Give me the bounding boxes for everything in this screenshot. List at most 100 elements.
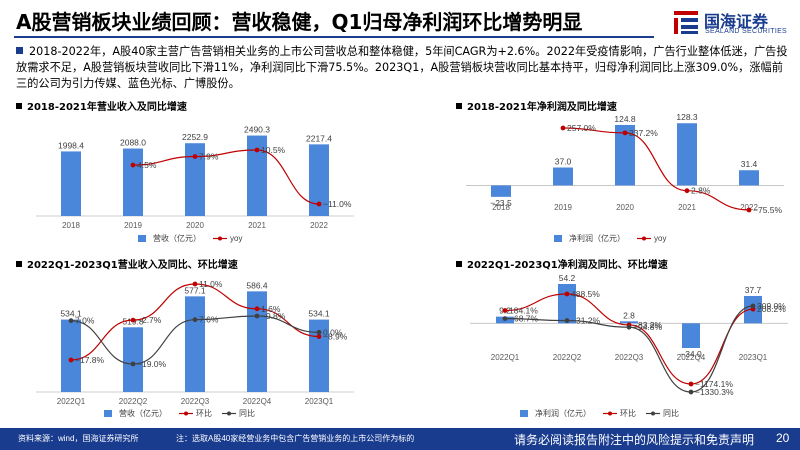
category-label: 2020 [616, 203, 634, 212]
bar-value-label: 54.2 [559, 273, 576, 283]
line-point [130, 317, 136, 323]
category-label: 2023Q1 [305, 397, 334, 406]
legend-label: 营收（亿元） [153, 233, 201, 243]
category-label: 2020 [186, 221, 204, 230]
category-label: 2021 [678, 203, 696, 212]
legend-marker [642, 236, 646, 241]
chart-canvas: −23.5 37.0 124.8 128.3 31.4 2018 2019 2020 2021 2… [466, 112, 784, 243]
category-label: 2022Q1 [57, 397, 86, 406]
category-label: 2022Q3 [181, 397, 210, 406]
category-label: 2022Q4 [243, 397, 272, 406]
line-value-label: 0.0% [323, 327, 343, 337]
line-point [192, 281, 198, 287]
title-marker [456, 103, 462, 109]
line-point [750, 303, 756, 309]
line-value-label: −83.2% [633, 320, 663, 330]
title-marker [16, 103, 22, 109]
line-point [254, 313, 260, 319]
line-point [316, 201, 322, 207]
bar-2019 [553, 167, 573, 186]
category-label: 2023Q1 [739, 353, 768, 362]
category-label: 2018 [62, 221, 80, 230]
legend-swatch [104, 410, 112, 417]
legend-label: 同比 [663, 408, 679, 418]
line-point [564, 291, 570, 297]
line-value-label: −2.7% [137, 315, 162, 325]
category-label: 2022Q4 [677, 353, 706, 362]
line-value-label: −68.7% [509, 314, 539, 324]
line-value-label: 11.0% [199, 279, 223, 289]
line-同比 [504, 305, 754, 393]
line-value-label: 7.6% [199, 315, 219, 325]
bar-2018 [491, 185, 511, 197]
bar-value-label: 534.1 [60, 309, 82, 319]
line-point [502, 308, 508, 313]
summary-text: 2018-2022年，A股40家主营广告营销相关业务的上市公司营收总和整体稳健，… [16, 45, 788, 90]
disclaimer: 请务必阅读报告附注中的风险提示和免责声明 [514, 433, 755, 447]
category-label: 2022 [740, 203, 758, 212]
legend-swatch [520, 410, 528, 417]
line-value-label: 257.0% [567, 123, 596, 133]
line-value-label: 309.0% [757, 301, 786, 311]
legend-label: yoy [230, 234, 242, 243]
title-divider [14, 36, 654, 38]
bar-value-label: −34.0 [680, 349, 702, 359]
bar-2021 [247, 135, 267, 216]
bar-2022Q1 [61, 319, 81, 392]
bar-value-label: 2088.0 [120, 138, 146, 148]
chart-canvas: 534.1519.8577.1586.4534.12022Q12022Q2202… [36, 279, 354, 418]
line-value-label: 4.5% [137, 160, 157, 170]
line-point [192, 317, 198, 323]
footnote: 注：选取A股40家经营业务中包含广告营销业务的上市公司作为标的 [176, 434, 415, 443]
sealand-logo-icon [674, 11, 698, 34]
footer-bar: 资料来源：wind，国海证券研究所 注：选取A股40家经营业务中包含广告营销业务… [0, 428, 800, 450]
bar-value-label: 37.7 [745, 285, 762, 295]
category-label: 2022Q2 [119, 397, 148, 406]
line-value-label: −19.0% [137, 359, 167, 369]
chart-title: 2018-2021年营业收入及同比增速 [16, 98, 187, 113]
line-point [130, 162, 136, 168]
bar-2023Q1 [309, 319, 329, 392]
legend-label: yoy [654, 234, 666, 243]
bar-2018 [61, 151, 81, 216]
chart-title: 2018-2021年净利润及同比增速 [456, 98, 617, 113]
line-point [68, 357, 74, 363]
line-point [192, 154, 198, 159]
bar-2022Q3 [185, 296, 205, 392]
line-point [622, 130, 628, 136]
line-value-label: −9.8% [261, 311, 286, 321]
bar-value-label: 37.0 [555, 157, 572, 167]
page-number: 20 [776, 431, 790, 445]
line-value-label: −11.0% [323, 199, 352, 209]
category-label: 2022Q3 [615, 353, 644, 362]
line-point [316, 329, 322, 335]
bar-value-label: 124.8 [614, 114, 636, 124]
line-value-label: 488.5% [571, 289, 600, 299]
legend-label: 营收（亿元） [119, 408, 167, 418]
legend-marker [651, 411, 655, 416]
legend-label: 净利润（亿元） [569, 233, 625, 243]
bar-value-label: 2217.4 [306, 133, 332, 143]
legend-swatch [138, 235, 146, 242]
line-point [254, 147, 260, 153]
line-point [254, 306, 260, 312]
line-value-label: 1.6% [261, 304, 281, 314]
line-point [502, 316, 508, 322]
bar-2021 [677, 123, 697, 186]
bar-2020 [185, 143, 205, 216]
bar-value-label: 31.4 [741, 159, 758, 169]
bar-value-label: 2490.3 [244, 125, 270, 135]
line-point [68, 318, 74, 324]
legend-label: 同比 [239, 408, 255, 418]
chart-panel-annual-profit: 2018-2021年净利润及同比增速 −23.5 37.0 124.8 128.3 31… [456, 98, 788, 248]
category-label: 2021 [248, 221, 266, 230]
line-yoy [132, 149, 320, 205]
line-yoy [562, 127, 750, 211]
line-value-label: −94.8% [633, 322, 663, 332]
line-value-label: 184.1% [509, 305, 538, 315]
bar-value-label: 1998.4 [58, 140, 84, 150]
line-value-label: −1174.1% [695, 379, 733, 389]
legend-label: 环比 [620, 408, 636, 418]
chart-canvas: 9.254.22.8−34.037.72022Q12022Q22022Q3202… [470, 273, 788, 418]
chart-panel-quarterly-profit: 2022Q1-2023Q1净利润及同比、环比增速 9.254.22.8−34.0… [456, 256, 788, 422]
